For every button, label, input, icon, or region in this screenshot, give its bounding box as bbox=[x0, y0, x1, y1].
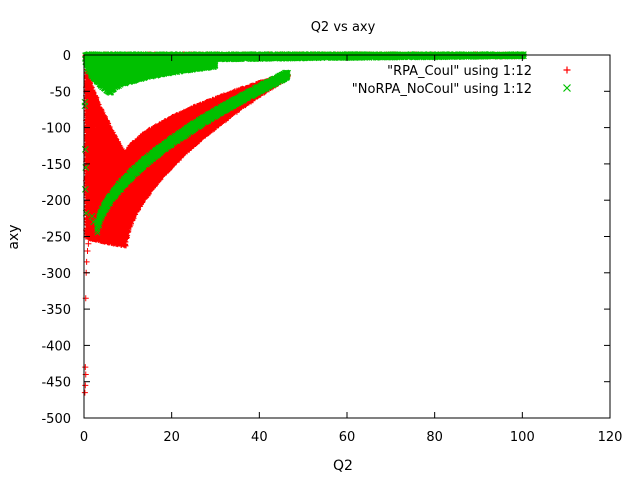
y-tick-label: -150 bbox=[41, 158, 71, 173]
x-tick-label: 120 bbox=[598, 430, 623, 445]
y-tick-label: -350 bbox=[41, 303, 71, 318]
legend-label-1: "RPA_Coul" using 1:12 bbox=[387, 64, 532, 79]
series-1-point bbox=[82, 382, 89, 389]
series-2-point bbox=[90, 218, 97, 226]
series-2-point bbox=[81, 146, 89, 153]
y-tick-label: -450 bbox=[41, 376, 71, 391]
y-tick-label: -50 bbox=[50, 85, 71, 100]
series-2-point bbox=[88, 212, 96, 220]
series-1-points bbox=[81, 51, 527, 396]
y-tick-label: -300 bbox=[41, 267, 71, 282]
y-tick-label: 0 bbox=[63, 49, 71, 64]
legend: "RPA_Coul" using 1:12 "NoRPA_NoCoul" usin… bbox=[352, 64, 571, 97]
x-tick-label: 60 bbox=[339, 430, 356, 445]
axes: 0 20 40 60 80 100 120 0 -50 -100 -150 -200 -250 -300 -… bbox=[41, 49, 622, 445]
series-1-point bbox=[82, 364, 89, 371]
series-1-point bbox=[85, 240, 92, 247]
series-2-point bbox=[81, 98, 89, 106]
series-1-point bbox=[84, 248, 91, 255]
series-1-point bbox=[81, 389, 88, 396]
series-2-point bbox=[81, 185, 89, 193]
y-axis-label: axy bbox=[6, 224, 22, 249]
legend-marker-1 bbox=[563, 66, 571, 74]
series-1-point bbox=[83, 258, 90, 265]
x-tick-label: 80 bbox=[426, 430, 443, 445]
y-tick-label: -100 bbox=[41, 122, 71, 137]
y-tick-label: -250 bbox=[41, 231, 71, 246]
x-axis-label: Q2 bbox=[333, 458, 353, 474]
x-tick-label: 0 bbox=[80, 430, 88, 445]
x-tick-label: 100 bbox=[510, 430, 535, 445]
data-points-layer bbox=[81, 51, 527, 396]
legend-label-2: "NoRPA_NoCoul" using 1:12 bbox=[352, 82, 532, 97]
x-tick-label: 40 bbox=[251, 430, 268, 445]
y-tick-label: -500 bbox=[41, 412, 71, 427]
plot-border bbox=[83, 54, 611, 419]
y-tick-label: -400 bbox=[41, 339, 71, 354]
series-1-point bbox=[86, 222, 93, 229]
chart-title: Q2 vs axy bbox=[311, 20, 376, 35]
x-tick-label: 20 bbox=[163, 430, 180, 445]
y-tick-label: -200 bbox=[41, 194, 71, 209]
legend-marker-2 bbox=[563, 84, 571, 92]
